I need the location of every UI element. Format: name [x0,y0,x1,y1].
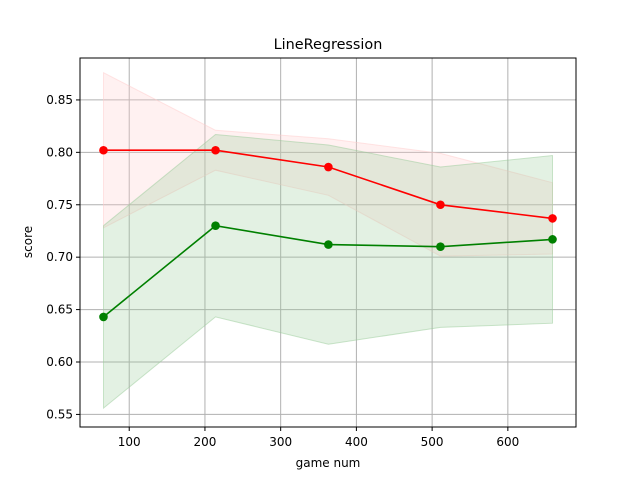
series-1-point [99,312,108,322]
y-tick-label: 0.55 [46,407,73,421]
y-axis: 0.55 0.60 0.65 0.70 0.75 0.80 0.85 [46,93,80,421]
series-0-point [99,145,108,155]
x-tick-label: 100 [118,435,141,449]
series-0-point [436,200,445,210]
y-tick-label: 0.75 [46,198,73,212]
chart-title: LineRegression [274,37,383,53]
y-tick-label: 0.70 [46,250,73,264]
y-tick-label: 0.80 [46,145,73,159]
x-tick-label: 500 [421,435,444,449]
x-tick-label: 600 [496,435,519,449]
series-0-point [211,145,220,155]
x-tick-label: 200 [193,435,216,449]
series-1-point [324,240,333,249]
series-1-band [103,133,553,410]
x-tick-label: 300 [269,435,292,449]
x-axis-label: game num [296,456,361,470]
x-axis: 100 200 300 400 500 600 [118,427,519,449]
series-1-point [436,242,445,251]
series-1-point [548,235,557,244]
series-0-point [548,214,557,223]
series-0-point [324,162,333,172]
series-points [99,145,557,322]
y-tick-label: 0.85 [46,93,73,107]
series-1-point [211,221,220,231]
y-axis-label: score [21,226,35,258]
plot-frame [79,57,577,428]
y-tick-label: 0.60 [46,355,73,369]
y-tick-label: 0.65 [46,303,73,317]
x-tick-label: 400 [345,435,368,449]
